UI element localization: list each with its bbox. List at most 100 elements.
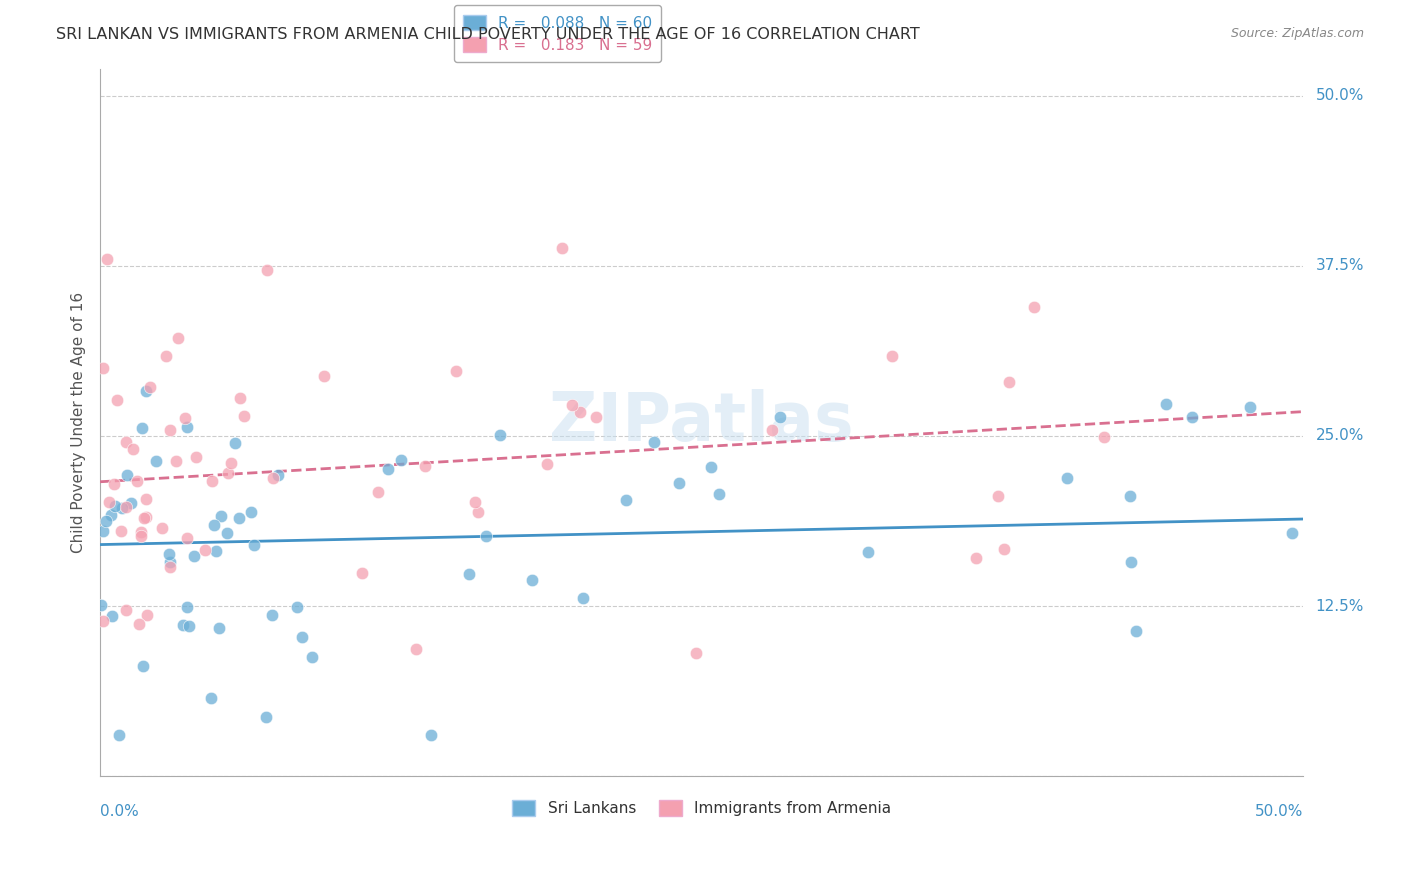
Point [614,493,637,508]
Point [104,499,127,513]
Point [1056,470,1078,484]
Text: 50.0%: 50.0% [1256,805,1303,820]
Point [444,364,467,378]
Point [115,468,138,483]
Point [129,529,152,543]
Point [184,450,207,464]
Point [467,505,489,519]
Point [965,550,987,565]
Point [107,728,129,742]
Point [100,608,122,623]
Point [215,526,238,541]
Point [91,361,114,376]
Y-axis label: Child Poverty Under the Age of 16: Child Poverty Under the Age of 16 [72,292,86,553]
Point [761,423,783,437]
Point [699,459,721,474]
Point [159,423,181,437]
Point [585,410,607,425]
Point [200,690,222,705]
Point [100,508,122,523]
Point [176,531,198,545]
Point [202,517,225,532]
Text: ZIPatlas: ZIPatlas [550,389,853,455]
Point [350,566,373,581]
Point [176,420,198,434]
Point [488,428,510,442]
Point [856,545,879,559]
Point [135,492,157,507]
Point [1239,400,1261,414]
Point [668,476,690,491]
Point [131,420,153,434]
Point [98,495,121,509]
Point [1154,397,1177,411]
Point [128,616,150,631]
Text: 0.0%: 0.0% [100,805,139,820]
Point [377,462,399,476]
Point [115,603,138,617]
Point [125,474,148,488]
Point [685,646,707,660]
Point [240,505,263,519]
Point [314,369,336,384]
Point [987,489,1010,503]
Point [105,393,128,408]
Point [266,468,288,483]
Point [177,619,200,633]
Point [129,525,152,540]
Point [205,544,228,558]
Point [643,435,665,450]
Point [139,380,162,394]
Point [262,471,284,485]
Point [115,434,138,449]
Point [150,521,173,535]
Point [291,630,314,644]
Text: 37.5%: 37.5% [1316,259,1364,273]
Point [367,485,389,500]
Point [134,511,156,525]
Point [135,384,157,398]
Point [91,614,114,628]
Point [228,511,250,525]
Point [132,658,155,673]
Text: 25.0%: 25.0% [1316,428,1364,443]
Point [458,566,481,581]
Point [998,375,1021,389]
Point [243,539,266,553]
Point [167,331,190,345]
Text: 12.5%: 12.5% [1316,599,1364,614]
Point [110,524,132,538]
Point [993,541,1015,556]
Text: Source: ZipAtlas.com: Source: ZipAtlas.com [1230,27,1364,40]
Point [209,509,232,524]
Point [221,456,243,470]
Point [96,252,118,266]
Point [551,241,574,255]
Point [405,642,427,657]
Point [207,621,229,635]
Point [419,728,441,742]
Point [389,453,412,467]
Point [232,409,254,423]
Point [135,510,157,524]
Point [285,600,308,615]
Point [536,457,558,471]
Point [769,409,792,424]
Point [145,454,167,468]
Point [165,454,187,468]
Point [561,398,583,412]
Text: 50.0%: 50.0% [1316,88,1364,103]
Point [1092,430,1115,444]
Point [882,349,904,363]
Point [120,496,142,510]
Point [254,710,277,724]
Point [103,477,125,491]
Point [159,559,181,574]
Point [176,599,198,614]
Point [413,458,436,473]
Legend: Sri Lankans, Immigrants from Armenia: Sri Lankans, Immigrants from Armenia [503,791,900,825]
Point [1118,489,1140,503]
Point [301,649,323,664]
Point [229,391,252,405]
Point [1121,555,1143,569]
